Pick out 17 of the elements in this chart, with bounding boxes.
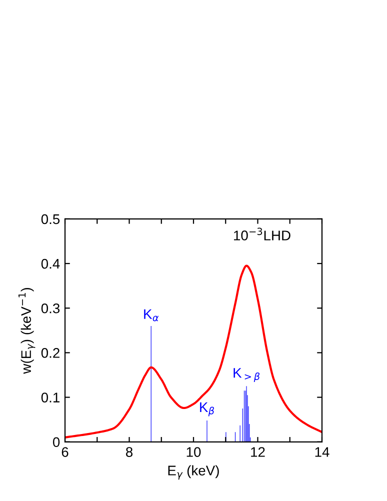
y-tick-label: 0.2 (41, 348, 60, 358)
y-tick-label: 0.1 (41, 392, 60, 402)
x-tick-label: 12 (251, 447, 265, 457)
x-axis-title: E$_{γ}$ (keV) (168, 465, 219, 480)
annotation: K$_{>β}$ (234, 368, 260, 382)
y-tick-label: 0.3 (41, 303, 60, 314)
x-tick-label: 8 (126, 447, 133, 457)
annotation: K$_{β}$ (200, 402, 214, 416)
y-tick-label: 0.5 (41, 214, 60, 224)
annotation: 10$^{−3}$LHD (234, 228, 290, 240)
x-tick-label: 14 (315, 447, 330, 457)
annotation: K$_{α}$ (144, 309, 159, 322)
x-tick-label: 10 (186, 447, 201, 457)
y-tick-label: 0.4 (41, 258, 60, 269)
y-axis-title: w(E$_{γ}$) (keV$^{−1}$) (18, 288, 36, 374)
y-tick-label: 0 (52, 437, 60, 448)
x-tick-label: 6 (62, 447, 68, 457)
